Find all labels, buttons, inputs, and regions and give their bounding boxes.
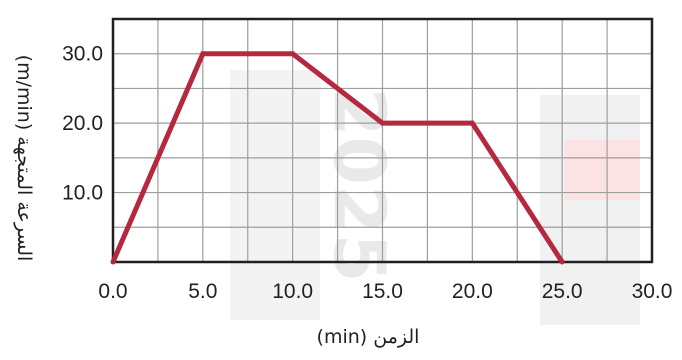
y-axis-title: السرعة المتجهة (m/min): [13, 55, 35, 262]
y-tick-labels: 10.0 20.0 30.0: [62, 43, 103, 205]
x-tick-label: 0.0: [98, 280, 127, 303]
data-point: [380, 121, 385, 126]
x-tick-label: 20.0: [452, 280, 493, 303]
x-tick-label: 15.0: [362, 280, 403, 303]
x-axis-title: الزمن (min): [317, 326, 420, 348]
y-tick-label: 10.0: [62, 182, 103, 205]
data-point: [470, 121, 475, 126]
x-tick-label: 10.0: [272, 280, 313, 303]
y-tick-label: 20.0: [62, 112, 103, 135]
data-point: [200, 51, 205, 56]
watermark-accent: [565, 140, 640, 200]
x-tick-label: 30.0: [632, 280, 673, 303]
x-tick-label: 25.0: [542, 280, 583, 303]
data-point: [111, 260, 116, 265]
watermark-text: 2025: [318, 88, 400, 283]
y-tick-label: 30.0: [62, 43, 103, 66]
data-point: [290, 51, 295, 56]
x-tick-label: 5.0: [188, 280, 217, 303]
data-point: [560, 260, 565, 265]
